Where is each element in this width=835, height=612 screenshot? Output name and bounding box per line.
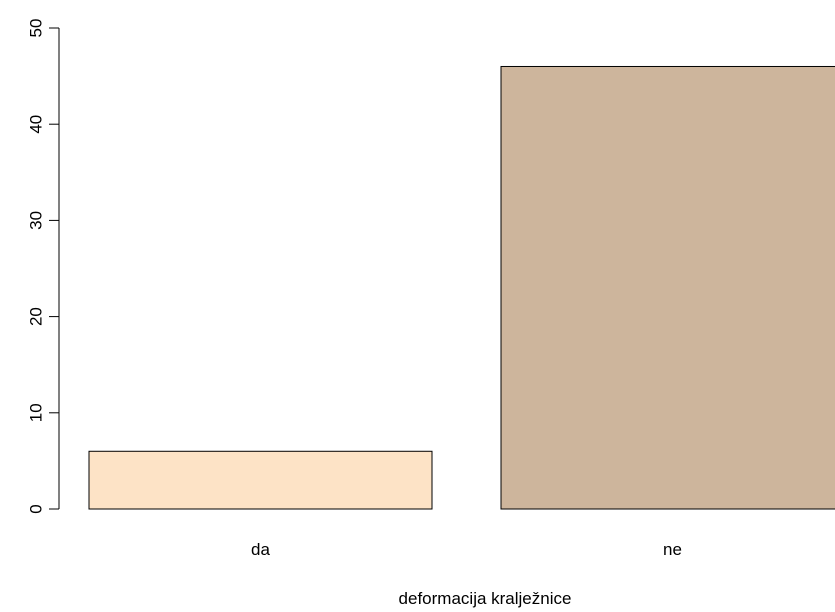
y-tick-label: 0 bbox=[26, 504, 45, 513]
bar-da bbox=[88, 450, 433, 510]
y-tick-label: 40 bbox=[26, 115, 45, 134]
x-tick-label: da bbox=[251, 540, 270, 559]
bar-ne bbox=[500, 65, 835, 510]
y-tick-label: 10 bbox=[26, 403, 45, 422]
x-tick-labels: da ne bbox=[251, 540, 682, 559]
x-axis-label: deformacija kralježnice bbox=[399, 589, 572, 608]
y-tick-label: 30 bbox=[26, 211, 45, 230]
bars bbox=[88, 65, 835, 510]
y-tick-label: 50 bbox=[26, 19, 45, 38]
y-axis: 0 10 20 30 40 50 bbox=[26, 19, 60, 514]
y-tick-label: 20 bbox=[26, 307, 45, 326]
x-tick-label: ne bbox=[663, 540, 682, 559]
